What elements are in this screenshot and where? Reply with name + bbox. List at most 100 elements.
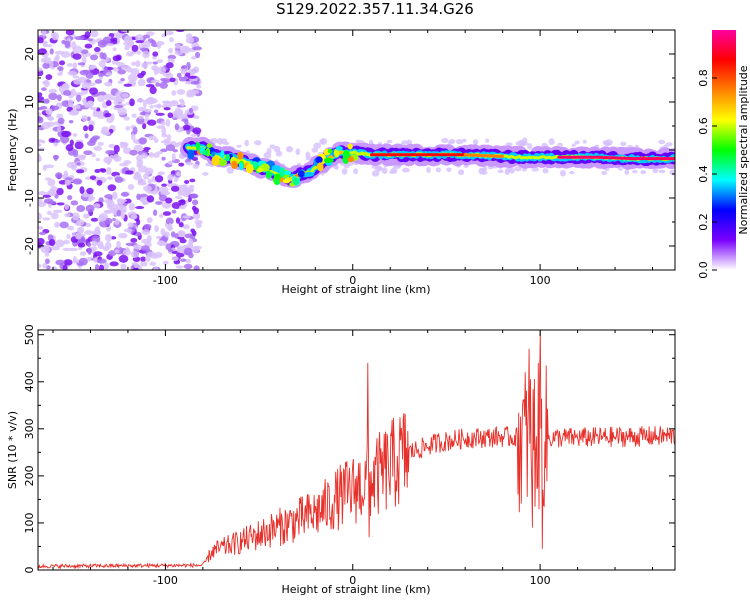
noise-speckle (101, 126, 109, 133)
noise-speckle (165, 217, 174, 225)
ridge-blob (265, 170, 272, 179)
noise-speckle (76, 226, 85, 234)
noise-speckle (156, 125, 166, 129)
noise-speckle (41, 98, 50, 104)
noise-speckle (176, 72, 182, 78)
ridge-halo-speckle (254, 140, 262, 146)
ridge-halo-speckle (389, 170, 396, 175)
noise-speckle (87, 38, 93, 42)
noise-speckle (76, 219, 85, 227)
noise-speckle (123, 83, 133, 87)
noise-speckle (112, 55, 121, 62)
noise-speckle (47, 178, 56, 187)
noise-speckle (117, 107, 127, 116)
ridge-halo-speckle (514, 166, 522, 172)
snr-x-tick-label: -100 (153, 574, 178, 587)
noise-speckle (88, 124, 94, 132)
noise-speckle (87, 100, 95, 107)
noise-speckle (54, 193, 59, 199)
ridge-halo-speckle (519, 141, 527, 146)
noise-speckle (141, 152, 148, 159)
noise-speckle (63, 239, 70, 245)
noise-speckle (118, 232, 128, 239)
noise-speckle (137, 182, 147, 186)
noise-speckle (107, 184, 117, 192)
noise-speckle (79, 186, 85, 194)
ridge-halo-speckle (497, 169, 504, 174)
noise-speckle (53, 209, 63, 214)
noise-speckle (96, 258, 107, 264)
noise-speckle (187, 75, 197, 79)
snr-x-tick-label: 100 (530, 574, 551, 587)
noise-speckle (174, 43, 181, 49)
noise-speckle (122, 249, 131, 256)
noise-speckle (167, 160, 174, 165)
ridge-halo-speckle (620, 141, 627, 147)
noise-speckle (120, 77, 125, 82)
noise-speckle (120, 192, 129, 197)
noise-speckle (82, 97, 87, 105)
noise-speckle (43, 79, 50, 88)
noise-speckle (161, 133, 168, 138)
noise-speckle (72, 62, 78, 70)
noise-speckle (47, 116, 55, 121)
spectrogram-x-tick-label: 0 (349, 274, 356, 287)
noise-speckle (64, 203, 70, 210)
noise-speckle (38, 48, 47, 55)
noise-speckle (93, 145, 103, 152)
noise-speckle (129, 98, 135, 107)
noise-speckle (97, 40, 107, 48)
noise-speckle (149, 261, 157, 266)
noise-speckle (43, 198, 54, 204)
noise-speckle (104, 81, 113, 87)
noise-speckle (83, 125, 89, 132)
noise-speckle (140, 245, 150, 252)
noise-speckle (85, 204, 95, 213)
ridge-blob (347, 156, 355, 163)
snr-y-axis-label: SNR (10 * v/v) (6, 411, 19, 489)
noise-speckle (167, 112, 174, 119)
noise-speckle (188, 68, 196, 76)
noise-speckle (105, 72, 113, 76)
noise-speckle (171, 90, 177, 96)
noise-speckle (54, 50, 65, 55)
noise-speckle (68, 110, 79, 116)
ridge-halo-speckle (449, 138, 456, 144)
snr-series-layer (38, 330, 675, 570)
ridge-halo-speckle (574, 140, 580, 145)
noise-speckle (41, 87, 47, 91)
noise-speckle (38, 201, 47, 208)
noise-speckle (181, 65, 188, 69)
noise-speckle (105, 100, 112, 107)
spectrogram-y-tick-label: -10 (23, 189, 36, 207)
ridge-halo-speckle (381, 167, 388, 175)
noise-speckle (38, 116, 44, 124)
noise-speckle (96, 179, 103, 186)
noise-speckle (160, 228, 166, 236)
noise-speckle (190, 228, 196, 233)
noise-speckle (125, 170, 134, 175)
noise-speckle (67, 225, 75, 231)
noise-speckle (83, 213, 90, 219)
noise-speckle (60, 135, 70, 144)
ridge-halo-speckle (353, 168, 358, 175)
ridge-blob (323, 157, 334, 163)
snr-y-tick-label: 200 (23, 465, 36, 486)
noise-speckle (61, 130, 71, 138)
ridge-halo-speckle (244, 139, 250, 147)
noise-speckle (170, 101, 179, 107)
noise-speckle (129, 149, 138, 156)
noise-speckle (161, 33, 168, 38)
noise-speckle (137, 78, 146, 87)
noise-speckle (133, 244, 142, 250)
ridge-halo-speckle (202, 171, 209, 176)
noise-speckle (155, 112, 165, 116)
ridge-halo-speckle (334, 165, 339, 170)
noise-speckle (72, 53, 82, 60)
noise-speckle (136, 98, 144, 103)
noise-speckle (46, 121, 56, 127)
ridge-halo-speckle (236, 144, 242, 148)
colorbar: 0.0 0.2 0.4 0.6 0.8 Normalized spectral ampl… (697, 30, 750, 279)
noise-speckle (154, 251, 163, 258)
ridge-blob (333, 148, 340, 158)
